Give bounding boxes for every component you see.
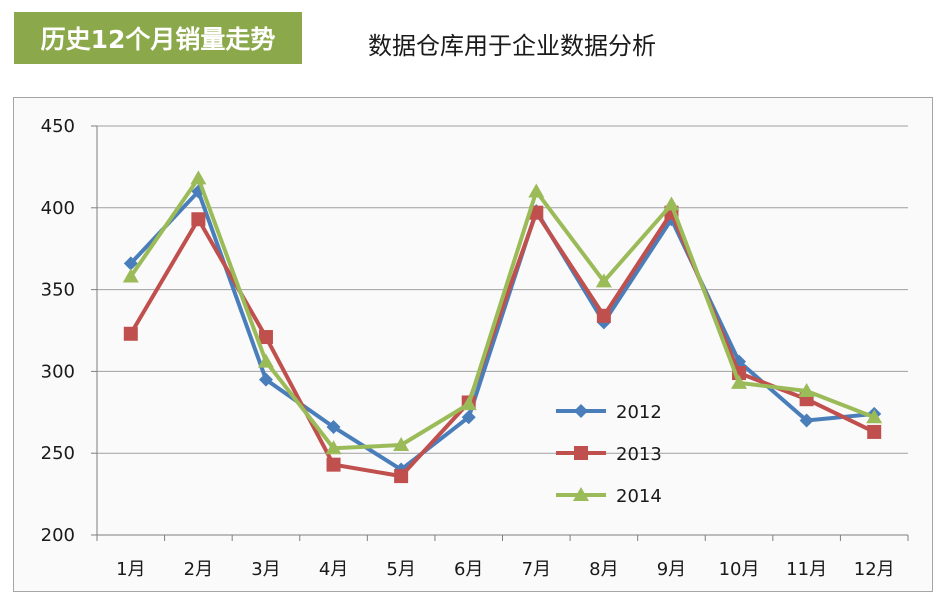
data-point-2013 [258, 330, 273, 345]
x-tick-label: 4月 [319, 559, 348, 580]
x-tick-label: 10月 [719, 559, 760, 580]
data-point-2014 [460, 396, 477, 411]
legend-marker [573, 487, 589, 501]
data-point-2012 [461, 410, 476, 425]
legend-marker [574, 404, 588, 418]
x-tick-label: 11月 [786, 559, 827, 580]
x-tick-label: 9月 [657, 559, 686, 580]
data-point-2012 [123, 256, 138, 271]
series-2013 [123, 205, 882, 484]
x-tick-label: 2月 [184, 559, 213, 580]
y-tick-label: 200 [41, 525, 75, 546]
data-point-2014 [528, 183, 545, 198]
y-tick-label: 400 [41, 198, 75, 219]
data-point-2013 [596, 308, 611, 323]
data-point-2012 [258, 372, 273, 387]
x-tick-label: 6月 [454, 559, 483, 580]
chart-subtitle: 数据仓库用于企业数据分析 [368, 32, 656, 60]
data-point-2014 [595, 273, 612, 288]
x-tick-label: 5月 [386, 559, 415, 580]
data-point-2013 [867, 424, 882, 439]
chart-badge-title: 历史12个月销量走势 [14, 12, 302, 64]
legend-item-2014: 2014 [556, 486, 662, 507]
data-point-2014 [866, 409, 883, 424]
series-2014 [122, 170, 883, 455]
x-tick-label: 3月 [251, 559, 280, 580]
legend-item-2013: 2013 [556, 444, 662, 465]
x-tick-label: 8月 [589, 559, 618, 580]
data-point-2013 [394, 469, 409, 484]
series-line-2014 [129, 176, 875, 451]
data-point-2012 [799, 413, 814, 428]
x-tick-label: 1月 [116, 559, 145, 580]
data-point-2014 [731, 374, 748, 389]
chart-frame [13, 97, 933, 592]
data-point-2014 [393, 437, 410, 452]
data-point-2014 [190, 170, 207, 185]
x-tick-label: 7月 [522, 559, 551, 580]
series-2012 [123, 184, 882, 477]
series-line-2012 [129, 189, 875, 472]
legend-marker [574, 446, 588, 460]
data-point-2012 [326, 420, 341, 435]
legend-label: 2014 [616, 486, 662, 507]
y-tick-label: 250 [41, 443, 75, 464]
data-point-2013 [123, 326, 138, 341]
x-tick-label: 12月 [854, 559, 895, 580]
y-tick-label: 300 [41, 361, 75, 382]
series-line-2013 [129, 210, 876, 479]
data-point-2014 [257, 353, 274, 368]
data-point-2014 [122, 268, 139, 283]
data-point-2014 [663, 196, 680, 211]
y-tick-label: 350 [41, 280, 75, 301]
legend-label: 2012 [616, 402, 662, 423]
data-point-2014 [325, 440, 342, 455]
data-point-2014 [798, 383, 815, 398]
data-point-2013 [529, 205, 544, 220]
legend-item-2012: 2012 [556, 402, 662, 423]
data-point-2013 [326, 457, 341, 472]
data-point-2013 [191, 212, 206, 227]
legend-label: 2013 [616, 444, 662, 465]
y-tick-label: 450 [41, 116, 75, 137]
